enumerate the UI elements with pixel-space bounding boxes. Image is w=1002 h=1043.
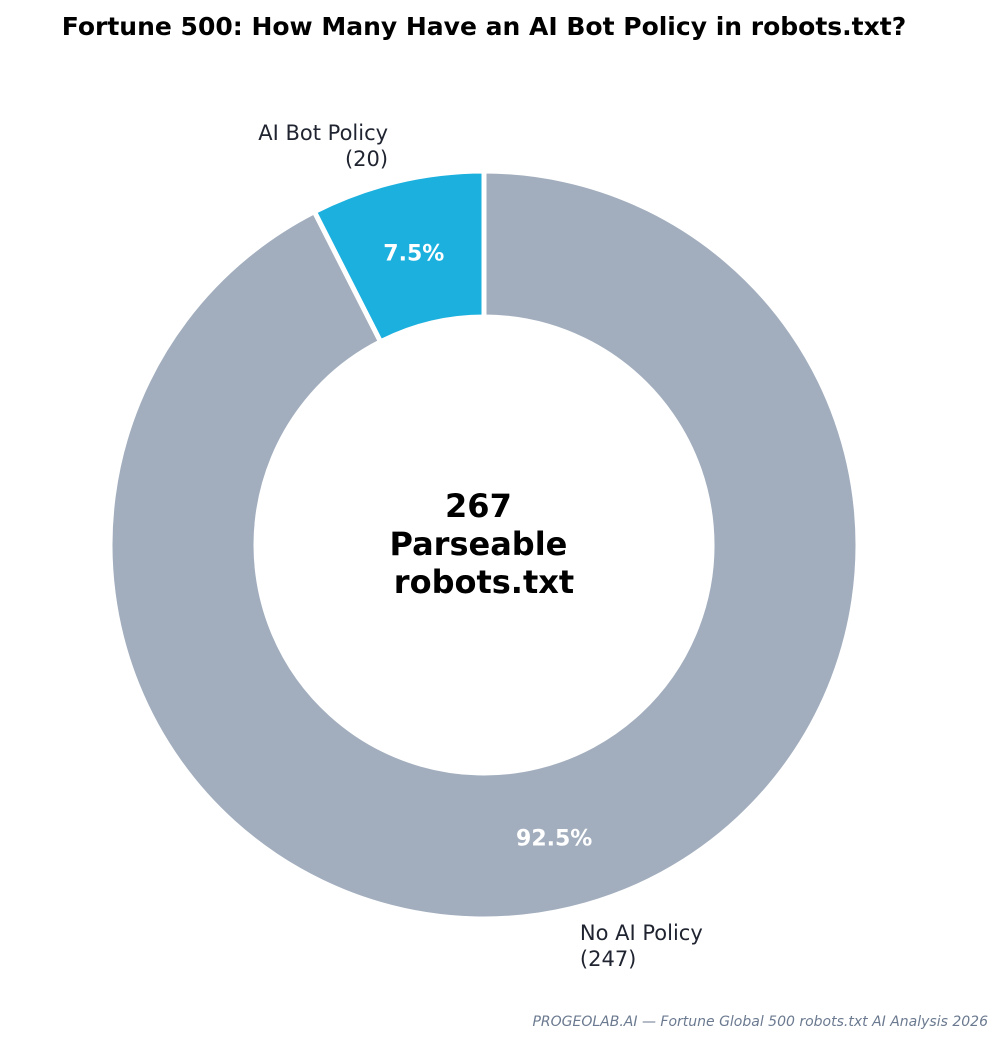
percent-labels: 92.5% 7.5% xyxy=(383,241,592,851)
percent-label-no-ai-policy: 92.5% xyxy=(516,827,592,852)
center-line-3: robots.txt xyxy=(394,563,574,601)
center-total: 267 xyxy=(445,487,512,525)
slices-layer xyxy=(107,168,861,922)
slice-labels: No AI Policy (247) AI Bot Policy (20) xyxy=(258,121,703,971)
center-label: 267 Parseable robots.txt xyxy=(389,487,578,601)
chart-title: Fortune 500: How Many Have an AI Bot Pol… xyxy=(62,12,906,41)
source-footer: PROGEOLAB.AI — Fortune Global 500 robots… xyxy=(532,1014,988,1030)
label-no-ai-policy: No AI Policy (247) xyxy=(580,921,703,971)
slice-no-ai-policy xyxy=(107,168,861,922)
label-ai-bot-policy: AI Bot Policy (20) xyxy=(258,121,388,171)
percent-label-ai-bot-policy: 7.5% xyxy=(383,241,444,266)
slice-ai-bot-policy xyxy=(311,168,487,346)
center-line-2: Parseable xyxy=(389,525,567,563)
